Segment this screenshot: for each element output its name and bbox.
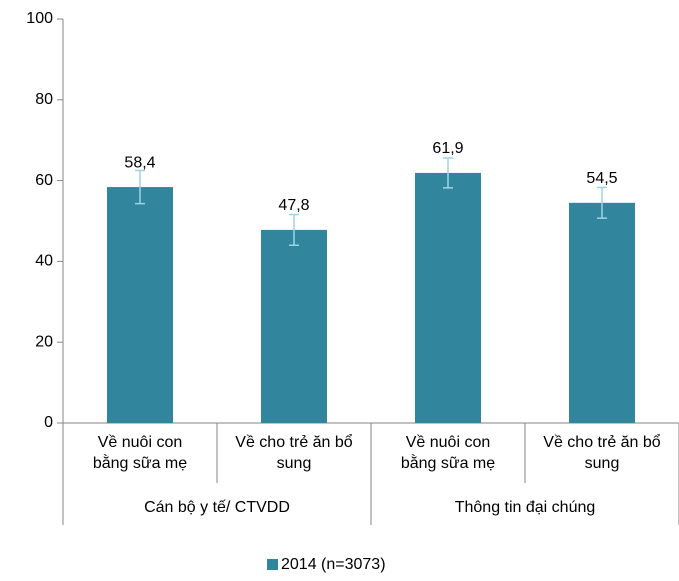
bar bbox=[415, 172, 481, 423]
x-tick-label: Về nuôi con bằng sữa mẹ bbox=[92, 434, 188, 472]
x-tick-label: Về cho trẻ ăn bổ sung bbox=[235, 434, 353, 472]
group-label: Cán bộ y tế/ CTVDD bbox=[144, 499, 290, 516]
legend-swatch bbox=[267, 559, 278, 570]
y-tick-label: 80 bbox=[35, 91, 53, 108]
x-tick-label: Về cho trẻ ăn bổ sung bbox=[543, 434, 661, 472]
legend-label: 2014 (n=3073) bbox=[281, 556, 386, 573]
data-label: 61,9 bbox=[432, 140, 463, 157]
y-tick-label: 100 bbox=[26, 10, 53, 27]
data-label: 54,5 bbox=[586, 170, 617, 187]
bar bbox=[569, 202, 635, 423]
data-label: 47,8 bbox=[278, 197, 309, 214]
y-tick-label: 60 bbox=[35, 172, 53, 189]
data-label: 58,4 bbox=[124, 154, 155, 171]
y-tick-label: 20 bbox=[35, 333, 53, 350]
y-tick-label: 0 bbox=[44, 414, 53, 431]
bar bbox=[261, 229, 327, 423]
x-tick-label: Về nuôi con bằng sữa mẹ bbox=[400, 434, 496, 472]
bar bbox=[107, 187, 173, 423]
group-label: Thông tin đại chúng bbox=[455, 499, 596, 516]
y-tick-label: 40 bbox=[35, 253, 53, 270]
